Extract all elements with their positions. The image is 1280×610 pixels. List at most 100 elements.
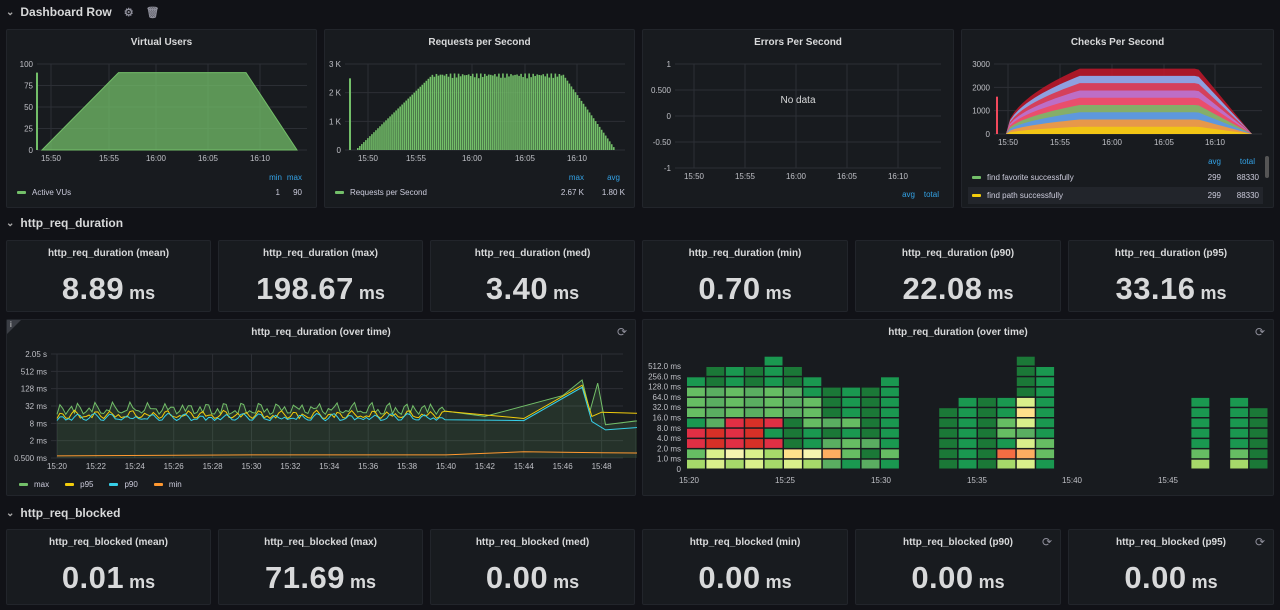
stat-blocked-mean[interactable]: http_req_blocked (mean) 0.01 ms bbox=[6, 529, 211, 605]
legend-header-avg[interactable]: avg bbox=[1208, 157, 1221, 166]
y-tick-label: 1 bbox=[667, 60, 672, 69]
legend-header-min[interactable]: min bbox=[269, 173, 282, 182]
refresh-icon[interactable]: ⟳ bbox=[616, 325, 627, 339]
legend-header-total[interactable]: total bbox=[923, 190, 939, 199]
bar bbox=[413, 92, 416, 150]
stat-blocked-min[interactable]: http_req_blocked (min) 0.00 ms bbox=[642, 529, 848, 605]
heatmap-cell bbox=[1230, 459, 1249, 469]
row-header-blocked[interactable]: ⌄ http_req_blocked bbox=[6, 503, 120, 523]
legend-item-p90[interactable]: p90 bbox=[109, 480, 138, 489]
legend-row[interactable]: find favorite successfully 299 88330 bbox=[968, 170, 1263, 186]
info-corner[interactable] bbox=[7, 320, 21, 334]
y-tick-label: 0.500 ms bbox=[14, 454, 47, 463]
stat-unit: ms bbox=[1200, 283, 1227, 303]
bar bbox=[397, 108, 399, 150]
bar bbox=[359, 146, 361, 150]
heatmap-cell bbox=[784, 397, 802, 407]
trash-icon[interactable]: 🗑 bbox=[145, 6, 160, 19]
chevron-down-icon[interactable]: ⌄ bbox=[6, 507, 15, 519]
stat-duration-p90[interactable]: http_req_duration (p90) 22.08 ms bbox=[855, 240, 1061, 312]
x-tick-label: 15:46 bbox=[553, 462, 574, 471]
legend-header-avg[interactable]: avg bbox=[607, 173, 620, 182]
bar bbox=[500, 77, 502, 150]
y-tick-label: 25 bbox=[24, 125, 33, 134]
panel-title: Virtual Users bbox=[130, 37, 193, 48]
panel-errors-per-second[interactable]: Errors Per Second 1 0.500 0 -0.50 -1 15:50 15:… bbox=[642, 29, 954, 208]
stat-duration-max[interactable]: http_req_duration (max) 198.67 ms bbox=[218, 240, 423, 312]
panel-duration-heatmap[interactable]: http_req_duration (over time) ⟳ 0 1.0 ms 2… bbox=[642, 319, 1274, 496]
stat-blocked-p95[interactable]: http_req_blocked (p95) ⟳ 0.00 ms bbox=[1068, 529, 1274, 605]
heatmap-cell bbox=[1036, 367, 1055, 376]
heatmap-cell bbox=[687, 387, 705, 397]
stat-duration-min[interactable]: http_req_duration (min) 0.70 ms bbox=[642, 240, 848, 312]
gear-icon[interactable]: ⚙ bbox=[123, 6, 134, 19]
y-tick-label: 2.05 s bbox=[25, 350, 47, 359]
panel-virtual-users[interactable]: Virtual Users 100 75 50 25 0 15:50 15:55 16:00 1… bbox=[6, 29, 317, 208]
panel-duration-graph[interactable]: i http_req_duration (over time) ⟳ 2.05 s… bbox=[6, 319, 637, 496]
row-header-duration[interactable]: ⌄ http_req_duration bbox=[6, 213, 123, 233]
stat-duration-med[interactable]: http_req_duration (med) 3.40 ms bbox=[430, 240, 635, 312]
row-header-dashboard[interactable]: ⌄ Dashboard Row ⚙ 🗑 bbox=[6, 2, 160, 22]
bar bbox=[425, 80, 428, 150]
legend-item-p95[interactable]: p95 bbox=[65, 480, 93, 489]
heatmap-cell bbox=[861, 439, 880, 448]
legend-header-total[interactable]: total bbox=[1239, 157, 1255, 166]
bar bbox=[405, 100, 407, 150]
bar bbox=[592, 118, 595, 150]
stat-blocked-med[interactable]: http_req_blocked (med) 0.00 ms bbox=[430, 529, 635, 605]
panel-requests-per-second[interactable]: Requests per Second 3 K 2 K 1 K 0 15:50 15:55… bbox=[324, 29, 635, 208]
panel-checks-per-second[interactable]: Checks Per Second 3000 2000 1000 0 15:50 15:5… bbox=[961, 29, 1274, 208]
y-tick-label: 32 ms bbox=[25, 402, 47, 411]
heatmap-cell bbox=[861, 449, 880, 459]
legend-value-max: 90 bbox=[293, 188, 302, 197]
heatmap-cell bbox=[1230, 408, 1249, 417]
legend-scrollbar[interactable] bbox=[1265, 156, 1269, 178]
legend-item-min[interactable]: min bbox=[153, 480, 182, 489]
stat-blocked-p90[interactable]: http_req_blocked (p90) ⟳ 0.00 ms bbox=[855, 529, 1061, 605]
legend-header-avg[interactable]: avg bbox=[902, 190, 915, 199]
bar bbox=[363, 142, 365, 150]
heatmap-cell bbox=[1191, 449, 1210, 459]
stat-value: 0.00 bbox=[911, 560, 974, 595]
info-icon[interactable]: i bbox=[10, 320, 12, 329]
x-tick-label: 16:10 bbox=[1205, 138, 1226, 147]
legend-item[interactable]: Requests per Second bbox=[335, 188, 427, 197]
stat-duration-mean[interactable]: http_req_duration (mean) 8.89 ms bbox=[6, 240, 211, 312]
chevron-down-icon[interactable]: ⌄ bbox=[6, 217, 15, 229]
refresh-icon[interactable]: ⟳ bbox=[1254, 325, 1265, 339]
heatmap-cell bbox=[881, 459, 899, 469]
bar bbox=[504, 77, 506, 150]
panel-title: http_req_blocked (med) bbox=[475, 537, 590, 548]
heatmap-cell bbox=[822, 439, 841, 448]
bar bbox=[391, 114, 393, 150]
bar bbox=[437, 75, 440, 150]
panel-title: http_req_duration (max) bbox=[262, 248, 378, 259]
chevron-down-icon[interactable]: ⌄ bbox=[6, 6, 15, 18]
legend-header-max[interactable]: max bbox=[568, 173, 584, 182]
legend-row[interactable]: find path successfully 299 88330 bbox=[968, 187, 1263, 204]
heatmap-cell bbox=[1016, 428, 1035, 438]
y-tick-label: 512.0 ms bbox=[648, 362, 681, 371]
panel-title: Errors Per Second bbox=[754, 37, 842, 48]
series-bars-requests bbox=[357, 73, 615, 150]
y-tick-label: 8.0 ms bbox=[657, 424, 681, 433]
heatmap-cell bbox=[745, 459, 764, 469]
panel-title: http_req_duration (over time) bbox=[888, 327, 1028, 338]
heatmap-cell bbox=[958, 397, 977, 407]
refresh-icon[interactable]: ⟳ bbox=[1254, 535, 1265, 549]
stat-duration-p95[interactable]: http_req_duration (p95) 33.16 ms bbox=[1068, 240, 1274, 312]
stat-blocked-max[interactable]: http_req_blocked (max) 71.69 ms bbox=[218, 529, 423, 605]
bar bbox=[449, 73, 452, 150]
series-spike bbox=[36, 72, 38, 150]
stat-value: 33.16 bbox=[1115, 271, 1196, 306]
legend-item[interactable]: Active VUs bbox=[17, 188, 71, 197]
refresh-icon[interactable]: ⟳ bbox=[1041, 535, 1052, 549]
y-tick-label: 2 ms bbox=[30, 437, 47, 446]
legend-value-total: 88330 bbox=[1236, 191, 1259, 200]
bar bbox=[506, 73, 508, 150]
heatmap-cell bbox=[745, 439, 764, 448]
heatmap-cell bbox=[1191, 459, 1210, 469]
legend-header-max[interactable]: max bbox=[286, 173, 302, 182]
legend-item-max[interactable]: max bbox=[19, 480, 49, 489]
heatmap-cell bbox=[687, 418, 705, 428]
